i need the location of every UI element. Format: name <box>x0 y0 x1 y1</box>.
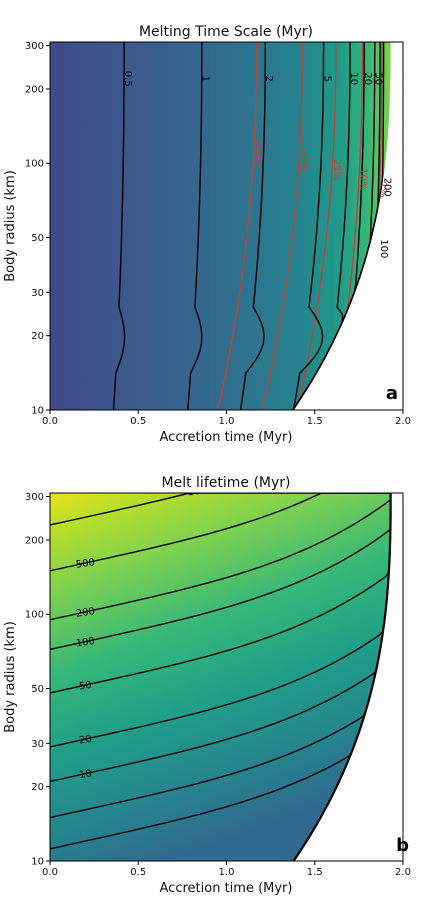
lifetime-contour-line <box>50 528 391 651</box>
melt-fraction-contour-label: 50% <box>298 150 309 172</box>
melt-fraction-contour-label: 100% <box>252 139 263 168</box>
lifetime-contour-line <box>50 697 371 819</box>
y-tick-label: 200 <box>25 84 44 95</box>
time-contour-line <box>187 42 203 410</box>
melt-fraction-contour-line <box>292 42 337 410</box>
time-contour-line <box>292 42 385 410</box>
y-tick-label: 20 <box>31 782 44 793</box>
panel-a-ylabel: Body radius (km) <box>3 170 18 282</box>
panel-b-contour-labels: 1000 500 200 100 50 20 10 <box>75 484 214 781</box>
panel-a-title: Melting Time Scale (Myr) <box>139 24 313 40</box>
x-tick-label: 0.0 <box>42 867 58 878</box>
y-tick-label: 200 <box>25 535 44 546</box>
panel-a-contour-labels: 100% 50% 25% 10% 1% 0.5 1 2 5 10 20 50 100 200 <box>122 71 392 259</box>
panel-b-label: b <box>396 835 409 856</box>
time-contour-label: 50 <box>373 72 384 85</box>
panel-a-x-ticks: 0.0 0.5 1.0 1.5 2.0 <box>42 410 411 427</box>
y-tick-label: 50 <box>31 684 44 695</box>
lifetime-contour-line <box>50 661 379 783</box>
y-tick-label: 30 <box>31 288 44 299</box>
panel-a-xlabel: Accretion time (Myr) <box>160 430 293 445</box>
melt-fraction-contour-label: 10% <box>358 168 369 190</box>
time-contour-label: 1 <box>200 76 211 82</box>
melt-fraction-contour-line <box>261 42 304 410</box>
y-tick-label: 10 <box>31 857 44 868</box>
time-contour-line <box>239 42 266 410</box>
panel-b-lifetime-contours <box>50 493 392 861</box>
x-tick-label: 0.5 <box>130 867 146 878</box>
lifetime-contour-label: 100 <box>75 636 95 650</box>
lifetime-contour-line <box>50 626 385 748</box>
panel-b: Melt lifetime (Myr) 1000500200100502010 … <box>3 475 411 896</box>
y-tick-label: 100 <box>25 610 44 621</box>
lifetime-contour-line <box>50 728 361 850</box>
panel-a-y-ticks: 10 20 30 50 100 200 300 <box>25 41 50 417</box>
panel-b-xlabel: Accretion time (Myr) <box>160 881 293 896</box>
lifetime-contour-line <box>50 493 391 526</box>
time-contour-line <box>292 42 325 410</box>
lifetime-contour-label: 10 <box>78 768 92 781</box>
lifetime-contour-label: 200 <box>75 606 95 620</box>
panel-a-no-melt-region <box>293 42 403 410</box>
time-contour-label: 0.5 <box>122 71 133 87</box>
melt-fraction-contour-line <box>217 42 258 410</box>
x-tick-label: 2.0 <box>395 416 411 427</box>
panel-a-time-contours <box>112 42 385 410</box>
melt-fraction-contour-label: 25% <box>331 159 342 181</box>
panel-b-y-ticks: 10 20 30 50 100 200 300 <box>25 492 50 868</box>
time-contour-label: 5 <box>321 76 332 82</box>
x-tick-label: 1.0 <box>219 867 235 878</box>
lifetime-contour-label: 20 <box>78 734 92 747</box>
melt-boundary-line <box>292 493 392 861</box>
time-contour-label: 200 <box>381 178 392 197</box>
x-tick-label: 1.5 <box>307 867 323 878</box>
time-contour-label: 2 <box>263 76 274 82</box>
panel-b-no-melt-region <box>293 493 403 861</box>
lifetime-contour-line <box>50 499 392 621</box>
panel-b-title: Melt lifetime (Myr) <box>162 475 291 491</box>
lifetime-contour-label: 1000 <box>187 484 214 498</box>
x-tick-label: 2.0 <box>395 867 411 878</box>
x-tick-label: 1.0 <box>219 416 235 427</box>
time-contour-label: 100 <box>378 239 389 258</box>
panel-a: Melting Time Scale (Myr) 100% 50% 25% 10% 1%… <box>3 24 411 445</box>
panel-b-x-ticks: 0.0 0.5 1.0 1.5 2.0 <box>42 861 411 878</box>
x-tick-label: 0.5 <box>130 416 146 427</box>
y-tick-label: 300 <box>25 492 44 503</box>
x-tick-label: 0.0 <box>42 416 58 427</box>
melt-fraction-contour-label: 1% <box>377 182 388 198</box>
y-tick-label: 30 <box>31 739 44 750</box>
panel-b-ylabel: Body radius (km) <box>3 621 18 733</box>
lifetime-contour-label: 500 <box>75 557 95 571</box>
y-tick-label: 100 <box>25 159 44 170</box>
time-contour-label: 10 <box>348 72 359 85</box>
x-tick-label: 1.5 <box>307 416 323 427</box>
lifetime-contour-label: 50 <box>78 680 92 693</box>
time-contour-line <box>112 42 126 410</box>
time-contour-label: 20 <box>362 72 373 85</box>
y-tick-label: 300 <box>25 41 44 52</box>
y-tick-label: 20 <box>31 331 44 342</box>
lifetime-contour-line <box>50 572 390 694</box>
panel-a-label: a <box>386 383 398 404</box>
y-tick-label: 50 <box>31 233 44 244</box>
y-tick-label: 10 <box>31 406 44 417</box>
lifetime-contour-line <box>50 493 391 572</box>
